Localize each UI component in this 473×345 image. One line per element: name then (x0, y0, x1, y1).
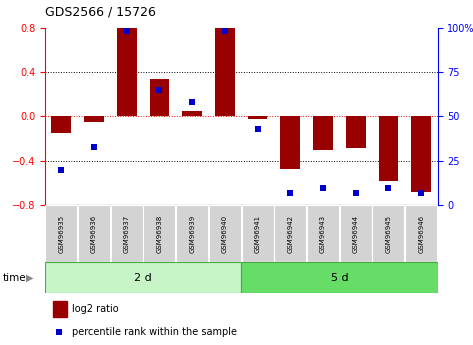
Text: 2 d: 2 d (134, 273, 152, 283)
Bar (183, 111, 202, 116)
Bar (307, 205, 339, 262)
Bar (45, 262, 241, 293)
Point (254, 126, 262, 132)
Bar (378, 116, 398, 181)
Bar (149, 79, 169, 116)
Point (221, 28, 228, 34)
Text: GSM96946: GSM96946 (418, 215, 424, 253)
Bar (45, 205, 77, 262)
Text: log2 ratio: log2 ratio (72, 304, 119, 314)
Bar (176, 205, 208, 262)
Text: GSM96938: GSM96938 (157, 215, 162, 253)
Text: GSM96944: GSM96944 (353, 215, 359, 253)
Text: GSM96945: GSM96945 (385, 215, 392, 253)
Bar (117, 28, 137, 116)
Text: ▶: ▶ (26, 273, 34, 283)
Bar (248, 116, 267, 119)
Bar (143, 205, 175, 262)
Bar (280, 116, 300, 169)
Text: percentile rank within the sample: percentile rank within the sample (72, 327, 237, 337)
Text: GSM96941: GSM96941 (254, 215, 261, 253)
Bar (215, 28, 235, 116)
Bar (209, 205, 241, 262)
Text: GDS2566 / 15726: GDS2566 / 15726 (45, 6, 156, 19)
Bar (372, 205, 404, 262)
Bar (412, 116, 431, 192)
Point (385, 185, 392, 190)
Bar (111, 205, 143, 262)
Point (417, 190, 425, 196)
Bar (242, 205, 273, 262)
Text: GSM96942: GSM96942 (287, 215, 293, 253)
Text: time: time (2, 273, 26, 283)
Point (287, 190, 294, 196)
Text: GSM96939: GSM96939 (189, 215, 195, 253)
Bar (78, 205, 110, 262)
Text: GSM96935: GSM96935 (58, 215, 64, 253)
Bar (52, 116, 71, 133)
Point (56, 329, 63, 334)
Point (188, 99, 196, 105)
Bar (241, 262, 438, 293)
Bar (405, 205, 437, 262)
Point (319, 185, 327, 190)
Point (156, 87, 163, 92)
Point (123, 28, 131, 34)
Point (90, 144, 98, 149)
Point (352, 190, 359, 196)
Text: 5 d: 5 d (331, 273, 348, 283)
Bar (274, 205, 307, 262)
Bar (84, 116, 104, 122)
Text: GSM96943: GSM96943 (320, 215, 326, 253)
Bar (313, 116, 333, 150)
Bar (340, 205, 372, 262)
Text: GSM96936: GSM96936 (91, 215, 97, 253)
Bar (346, 116, 366, 148)
Bar (53, 301, 67, 317)
Point (58, 167, 65, 172)
Text: GSM96940: GSM96940 (222, 215, 228, 253)
Text: GSM96937: GSM96937 (124, 215, 130, 253)
